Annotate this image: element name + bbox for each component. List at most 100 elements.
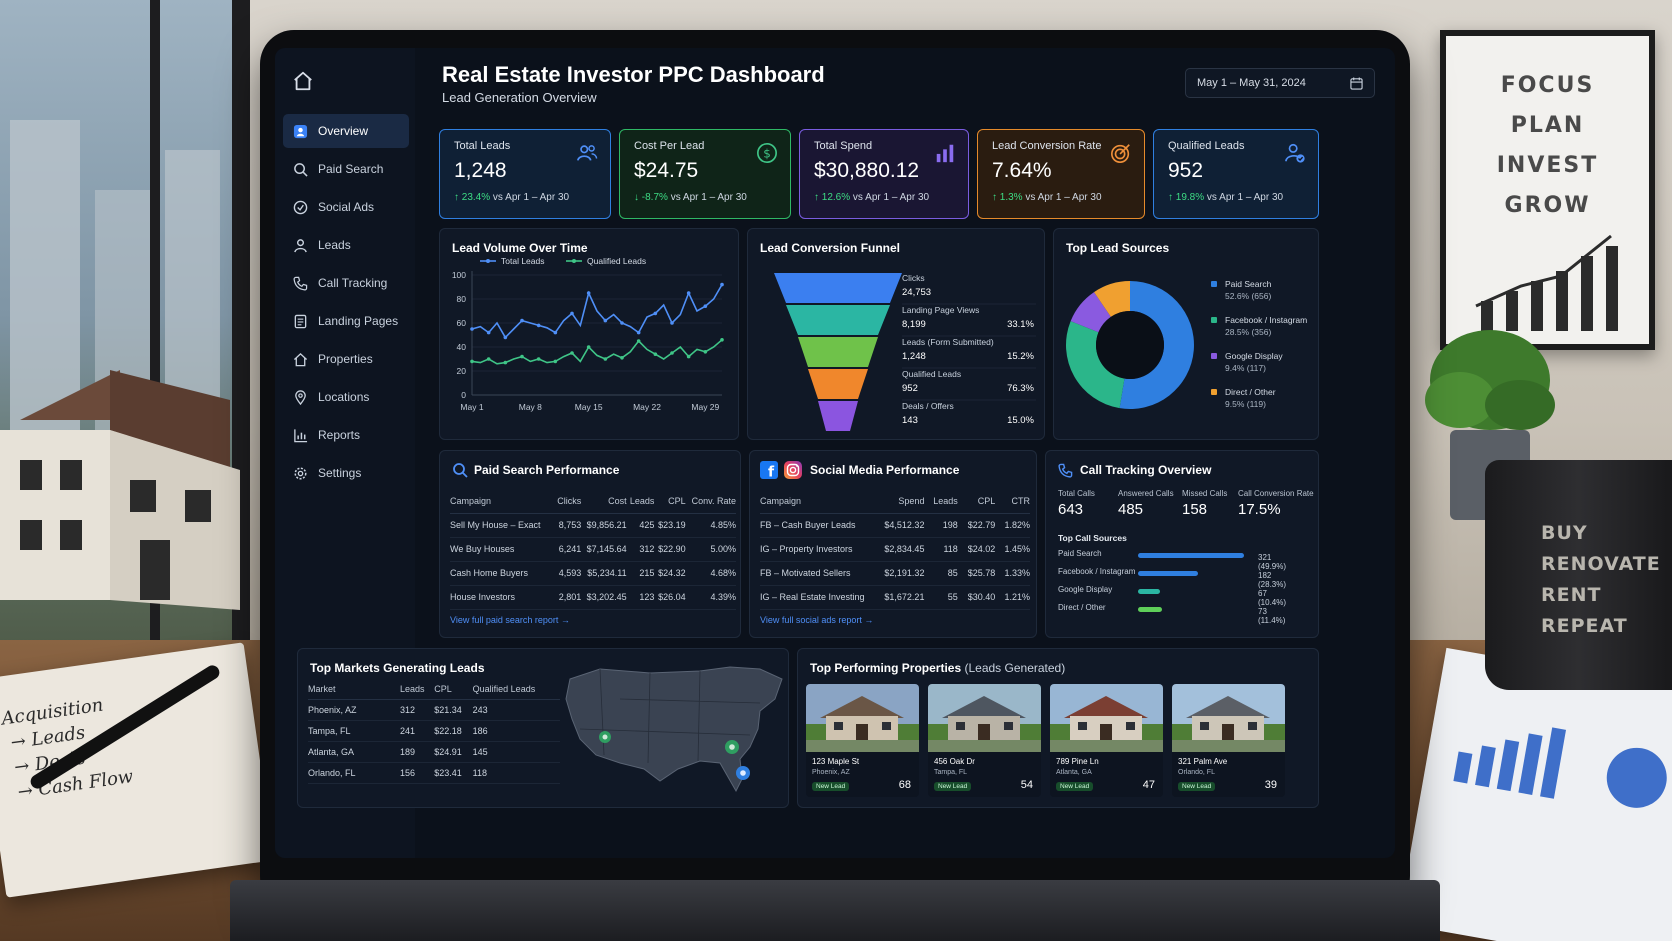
funnel-stage — [808, 369, 868, 399]
property-city: Atlanta, GA — [1056, 769, 1092, 776]
funnel-stage-label: Qualified Leads — [902, 369, 961, 379]
sidebar-item-properties[interactable]: Properties — [283, 342, 409, 376]
user-icon — [294, 238, 307, 252]
table-cell: FB – Cash Buyer Leads — [760, 513, 870, 538]
table-cell: $9,856.21 — [581, 513, 627, 538]
data-point — [503, 360, 508, 365]
series-line-qualified-leads — [471, 339, 723, 365]
table-row[interactable]: FB – Cash Buyer Leads $4,512.32 198 $22.79 1… — [760, 513, 1030, 538]
report-papers — [1397, 647, 1672, 941]
property-photo — [1172, 684, 1285, 752]
table-cell: 6,241 — [554, 537, 582, 562]
home-icon[interactable] — [292, 70, 314, 92]
property-card[interactable]: 321 Palm Ave Orlando, FL New Lead 39 — [1172, 684, 1285, 797]
property-address: 123 Maple St — [812, 757, 860, 766]
stat-missed-calls: Missed Calls 158 — [1182, 489, 1228, 518]
date-range-picker[interactable]: May 1 – May 31, 2024 — [1185, 68, 1375, 98]
table-cell: 1.82% — [995, 513, 1030, 538]
dollar-icon: $ — [757, 143, 777, 163]
data-point — [486, 330, 491, 335]
kpi-value: $30,880.12 — [814, 159, 920, 182]
kpi-qualified-leads[interactable]: Qualified Leads 952 ↑ 19.8% vs Apr 1 – A… — [1153, 129, 1319, 219]
table-cell: $2,834.45 — [870, 537, 925, 562]
data-point — [620, 321, 624, 325]
svg-text:f: f — [768, 465, 775, 480]
property-card[interactable]: 123 Maple St Phoenix, AZ New Lead 68 — [806, 684, 919, 797]
markets-panel: Top Markets Generating Leads Market Lead… — [297, 648, 789, 808]
x-tick-label: May 8 — [519, 402, 542, 412]
kpi-delta: ↑ 12.6% vs Apr 1 – Apr 30 — [814, 192, 930, 203]
table-row[interactable]: We Buy Houses 6,241 $7,145.64 312 $22.90 5.00… — [450, 537, 736, 562]
table-row[interactable]: House Investors 2,801 $3,202.45 123 $26.04 4.… — [450, 585, 736, 610]
table-cell: Phoenix, AZ — [308, 699, 400, 721]
call-source-bar — [1138, 589, 1161, 594]
data-point — [636, 339, 641, 343]
markets-table: Market Leads CPL Qualified Leads Phoenix… — [308, 679, 560, 784]
table-cell: 85 — [924, 561, 958, 586]
kpi-cost-per-lead[interactable]: Cost Per Lead $24.75 ↓ -8.7% vs Apr 1 – … — [619, 129, 791, 219]
target-icon — [1111, 144, 1130, 163]
sidebar-item-social-ads[interactable]: Social Ads — [283, 190, 409, 224]
column-header: Leads — [626, 489, 655, 514]
date-range-text: May 1 – May 31, 2024 — [1197, 77, 1306, 89]
table-row[interactable]: Orlando, FL 156 $23.41 118 — [308, 762, 560, 784]
table-cell: $22.18 — [434, 720, 473, 742]
property-card[interactable]: 789 Pine Ln Atlanta, GA New Lead 47 — [1050, 684, 1163, 797]
property-lead-count: 47 — [1142, 779, 1155, 791]
kpi-total-spend[interactable]: Total Spend $30,880.12 ↑ 12.6% vs Apr 1 … — [799, 129, 969, 219]
y-tick-label: 20 — [457, 366, 467, 376]
table-row[interactable]: IG – Real Estate Investing $1,672.21 55 $30… — [760, 585, 1030, 610]
paid-search-report-link[interactable]: View full paid search report → — [450, 615, 570, 625]
sidebar-item-landing-pages[interactable]: Landing Pages — [283, 304, 409, 338]
table-cell: $21.34 — [434, 699, 473, 721]
funnel-stage-pct: 15.0% — [1007, 415, 1034, 426]
social-report-link[interactable]: View full social ads report → — [760, 615, 874, 625]
property-card[interactable]: 456 Oak Dr Tampa, FL New Lead 54 — [928, 684, 1041, 797]
legend-value: 9.4% (117) — [1225, 363, 1266, 373]
table-row[interactable]: FB – Motivated Sellers $2,191.32 85 $25.78 1… — [760, 561, 1030, 586]
sidebar-item-call-tracking[interactable]: Call Tracking — [283, 266, 409, 300]
legend-label: Total Leads — [501, 256, 544, 266]
x-tick-label: May 15 — [575, 402, 603, 412]
table-row[interactable]: Tampa, FL 241 $22.18 186 — [308, 720, 560, 742]
call-source-value: 182 (28.3%) — [1258, 571, 1287, 589]
property-lead-count: 68 — [898, 779, 911, 791]
lead-volume-chart: 100 80 60 40 20 0 May 1 May 8 May 15 May 22 May 29… — [452, 256, 724, 412]
sidebar-item-label: Overview — [318, 124, 369, 138]
sidebar-item-label: Reports — [318, 428, 361, 442]
data-point — [720, 338, 724, 342]
funnel-stage-pct: 15.2% — [1007, 351, 1034, 362]
table-row[interactable]: Atlanta, GA 189 $24.91 145 — [308, 741, 560, 763]
sidebar-item-label: Call Tracking — [318, 276, 388, 290]
funnel-stage — [774, 273, 902, 303]
sidebar-item-settings[interactable]: Settings — [283, 456, 409, 490]
data-point — [553, 359, 558, 364]
y-tick-label: 40 — [457, 342, 467, 352]
call-tracking-panel: Call Tracking Overview Total Calls 643 An… — [1045, 450, 1319, 638]
y-tick-label: 100 — [452, 270, 466, 280]
sidebar-item-locations[interactable]: Locations — [283, 380, 409, 414]
sidebar-item-paid-search[interactable]: Paid Search — [283, 152, 409, 186]
table-cell: 118 — [472, 762, 560, 784]
table-row[interactable]: Sell My House – Exact 8,753 $9,856.21 425 $2… — [450, 513, 736, 538]
motivation-poster: FOCUS PLAN INVEST GROW — [1440, 30, 1655, 350]
sidebar-item-overview[interactable]: Overview — [283, 114, 409, 148]
property-lead-count: 39 — [1264, 779, 1277, 791]
data-point — [486, 357, 491, 361]
sidebar-item-reports[interactable]: Reports — [283, 418, 409, 452]
table-cell: $30.40 — [957, 585, 996, 610]
kpi-value: $24.75 — [634, 159, 699, 182]
search-icon — [294, 162, 308, 177]
sidebar-item-label: Settings — [318, 466, 362, 480]
series-line-total-leads — [471, 284, 723, 339]
table-row[interactable]: IG – Property Investors $2,834.45 118 $24.0… — [760, 537, 1030, 562]
table-row[interactable]: Phoenix, AZ 312 $21.34 243 — [308, 699, 560, 721]
kpi-lead-conversion-rate[interactable]: Lead Conversion Rate 7.64% ↑ 1.3% vs Apr… — [977, 129, 1145, 219]
kpi-total-leads[interactable]: Total Leads 1,248 ↑ 23.4% vs Apr 1 – Apr… — [439, 129, 611, 219]
sidebar-item-leads[interactable]: Leads — [283, 228, 409, 262]
y-tick-label: 0 — [461, 390, 466, 400]
data-point — [503, 335, 508, 340]
sidebar-item-label: Locations — [318, 390, 370, 404]
table-row[interactable]: Cash Home Buyers 4,593 $5,234.11 215 $24.32 4… — [450, 561, 736, 586]
call-sources-title: Top Call Sources — [1058, 533, 1127, 543]
